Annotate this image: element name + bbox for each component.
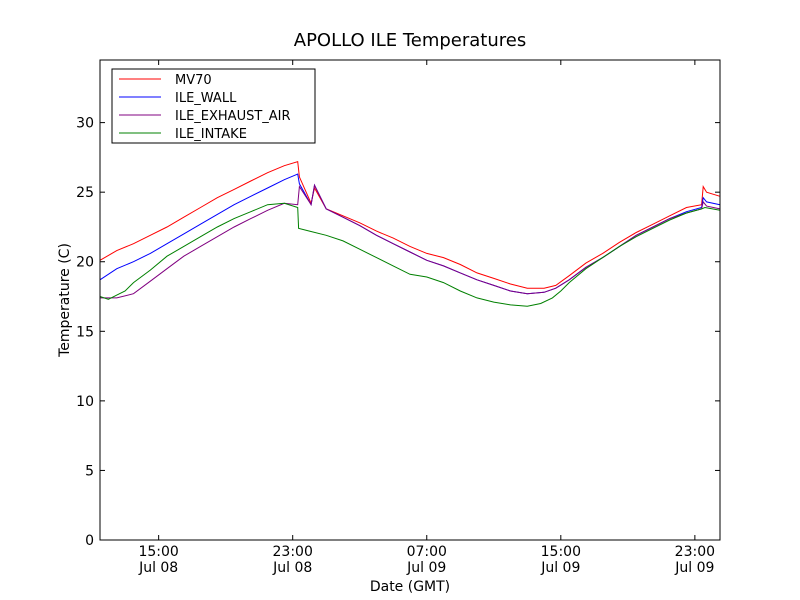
legend-label: ILE_WALL — [175, 91, 237, 106]
x-tick-label-date: Jul 08 — [138, 560, 178, 576]
x-tick-label-date: Jul 08 — [272, 560, 312, 576]
chart-title: APOLLO ILE Temperatures — [294, 30, 526, 51]
legend: MV70 ILE_WALL ILE_EXHAUST_AIR ILE_INTAKE — [111, 68, 316, 144]
x-tick-label-date: Jul 09 — [674, 560, 714, 576]
y-tick-label: 0 — [85, 533, 94, 549]
legend-label: ILE_INTAKE — [175, 127, 247, 142]
x-tick-label-time: 23:00 — [675, 544, 715, 560]
x-tick-label-time: 07:00 — [407, 544, 447, 560]
y-tick-label: 10 — [76, 394, 94, 410]
legend-label: MV70 — [175, 73, 212, 88]
series-line-ile-exhaust-air — [100, 183, 721, 299]
x-tick-label-time: 15:00 — [541, 544, 581, 560]
y-axis: 0 5 10 15 20 25 30 — [76, 116, 720, 549]
y-axis-label: Temperature (C) — [57, 243, 73, 358]
series-line-ile-intake — [99, 202, 721, 307]
y-tick-label: 30 — [76, 116, 94, 132]
x-tick-label-time: 23:00 — [273, 544, 313, 560]
legend-box — [111, 68, 316, 144]
series-line-mv70 — [99, 160, 721, 289]
x-axis-label: Date (GMT) — [370, 579, 450, 595]
x-tick-label-date: Jul 09 — [540, 560, 580, 576]
y-tick-label: 15 — [76, 324, 94, 340]
x-tick-label-date: Jul 09 — [406, 560, 446, 576]
legend-label: ILE_EXHAUST_AIR — [175, 109, 291, 124]
y-tick-label: 5 — [85, 463, 94, 479]
x-tick-label-time: 15:00 — [138, 544, 178, 560]
y-tick-label: 20 — [76, 255, 94, 271]
plot-lines — [99, 160, 721, 307]
y-tick-label: 25 — [76, 185, 94, 201]
plot-frame — [99, 59, 721, 541]
